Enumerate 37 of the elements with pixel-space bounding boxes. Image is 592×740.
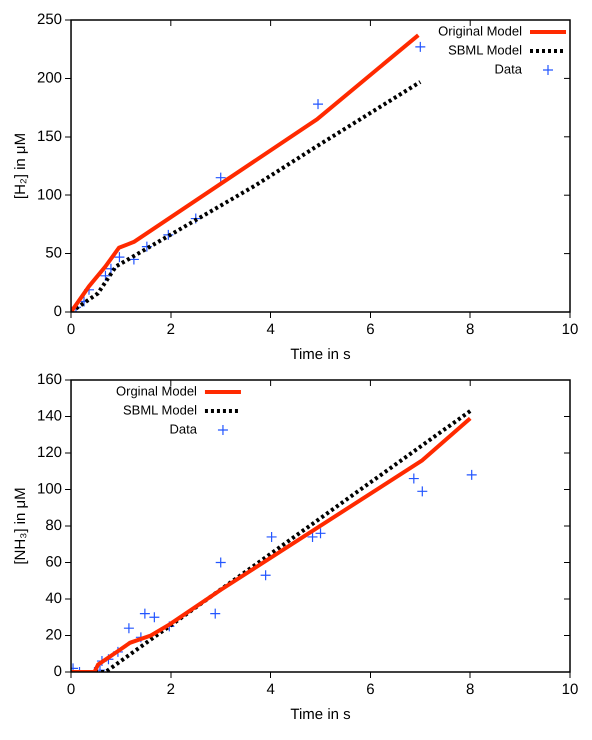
y-tick-label: 160	[36, 371, 62, 388]
x-tick-label: 10	[562, 321, 578, 338]
y-axis-title: [NH₃] in μM	[12, 487, 30, 565]
y-axis-title: [H₂] in μM	[12, 132, 30, 200]
y-tick-label: 100	[36, 186, 62, 204]
x-tick-label: 8	[466, 681, 474, 698]
y-tick-label: 0	[54, 303, 62, 320]
x-tick-label: 6	[366, 321, 375, 338]
legend-label: SBML Model	[448, 42, 522, 58]
legend-label: Orginal Model	[116, 384, 198, 399]
legend-label: Data	[169, 422, 198, 437]
x-tick-label: 0	[66, 681, 76, 698]
x-tick-label: 6	[366, 681, 375, 698]
x-tick-label: 10	[562, 681, 578, 698]
x-axis-title: Time in s	[290, 346, 351, 364]
y-tick-label: 50	[45, 244, 62, 262]
y-tick-label: 120	[36, 444, 62, 462]
legend-label: Original Model	[438, 24, 522, 39]
x-tick-label: 8	[466, 321, 474, 338]
x-axis-title: Time in s	[290, 706, 351, 724]
y-tick-label: 140	[36, 408, 62, 425]
y-tick-label: 250	[36, 11, 62, 28]
x-tick-label: 2	[166, 681, 175, 698]
y-tick-label: 60	[45, 554, 62, 571]
legend-label: SBML Model	[123, 402, 198, 418]
legend-label: Data	[494, 62, 523, 77]
x-tick-label: 4	[266, 321, 275, 338]
x-tick-label: 0	[66, 321, 76, 338]
y-tick-label: 40	[45, 590, 62, 608]
y-tick-label: 150	[36, 128, 62, 145]
y-tick-label: 100	[36, 480, 62, 498]
y-tick-label: 20	[45, 626, 62, 644]
y-tick-label: 80	[45, 517, 62, 534]
y-tick-label: 200	[36, 70, 62, 87]
y-tick-label: 0	[54, 663, 62, 680]
x-tick-label: 2	[166, 321, 175, 338]
x-tick-label: 4	[266, 681, 275, 698]
